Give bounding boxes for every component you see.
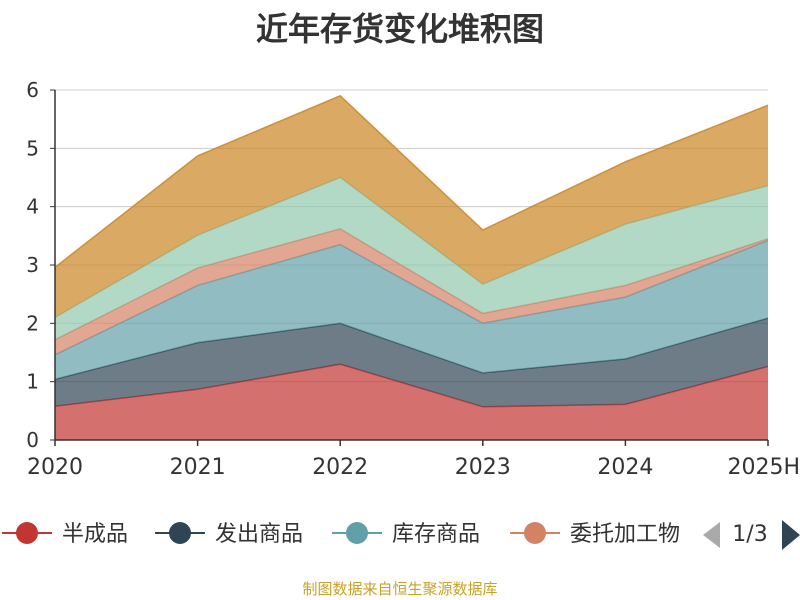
x-tick-label: 2023 bbox=[455, 455, 511, 480]
legend-next-icon[interactable] bbox=[782, 520, 800, 550]
legend-label: 委托加工物 bbox=[570, 522, 680, 547]
y-tick-label: 0 bbox=[26, 428, 39, 452]
area-series-unlabeled bbox=[55, 177, 768, 340]
x-tick-label: 2021 bbox=[170, 455, 226, 480]
legend-item[interactable]: 委托加工物 bbox=[510, 522, 680, 547]
legend-label: 库存商品 bbox=[392, 522, 480, 547]
legend-marker bbox=[16, 522, 38, 544]
x-tick-label: 2025H bbox=[727, 455, 800, 480]
series-line bbox=[54, 317, 769, 381]
axes: 0 1 2 3 4 5 6 2020 2021 2022 2023 2024 2025H bbox=[26, 78, 800, 480]
area-series-发出商品 bbox=[55, 318, 768, 407]
legend: 半成品 发出商品 库存商品 委托加工物 1/3 bbox=[2, 520, 800, 550]
area-series bbox=[54, 94, 769, 440]
area-series-unlabeled bbox=[55, 95, 768, 318]
source-note: 制图数据来自恒生聚源数据库 bbox=[302, 580, 498, 598]
y-tick-label: 3 bbox=[26, 253, 39, 277]
chart-title: 近年存货变化堆积图 bbox=[255, 10, 544, 48]
series-line bbox=[54, 94, 769, 268]
legend-label: 半成品 bbox=[62, 522, 128, 547]
y-tick-label: 2 bbox=[26, 311, 39, 335]
legend-prev-icon[interactable] bbox=[703, 522, 720, 548]
legend-marker bbox=[524, 522, 546, 544]
x-tick-label: 2020 bbox=[27, 455, 83, 480]
legend-label: 发出商品 bbox=[215, 522, 303, 547]
legend-item[interactable]: 库存商品 bbox=[332, 522, 480, 547]
legend-marker bbox=[169, 522, 191, 544]
y-tick-label: 5 bbox=[26, 136, 39, 160]
legend-page-indicator: 1/3 bbox=[732, 522, 767, 547]
x-tick-label: 2022 bbox=[312, 455, 368, 480]
y-tick-label: 1 bbox=[26, 370, 39, 394]
x-tick-label: 2024 bbox=[597, 455, 653, 480]
y-tick-label: 6 bbox=[26, 78, 39, 102]
legend-item[interactable]: 半成品 bbox=[2, 522, 128, 547]
area-series-委托加工物资 bbox=[55, 228, 768, 355]
legend-item[interactable]: 发出商品 bbox=[155, 522, 303, 547]
y-tick-label: 4 bbox=[26, 195, 39, 219]
legend-marker bbox=[346, 522, 368, 544]
